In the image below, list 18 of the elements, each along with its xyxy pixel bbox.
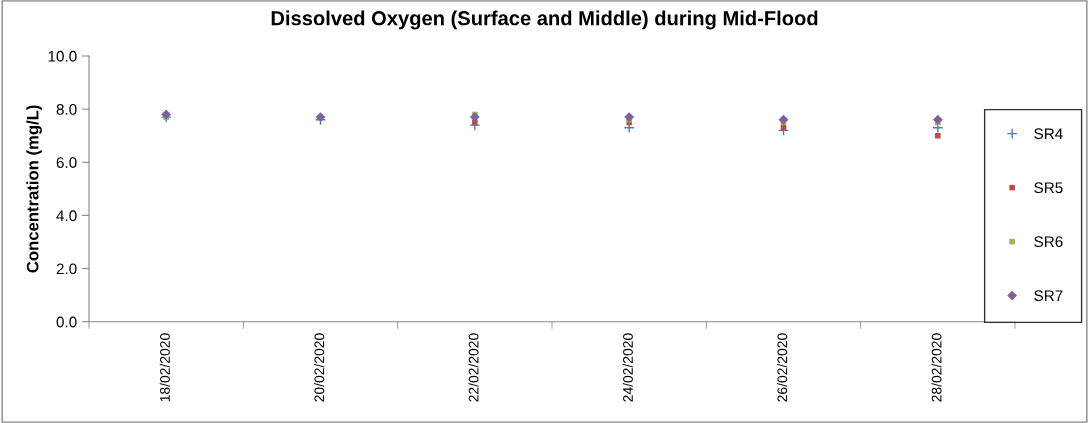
legend-label: SR6 [1034,236,1063,248]
y-tick-label: 8.0 [56,104,77,115]
x-tick-label: 26/02/2020 [777,333,788,402]
x-tick-label: 28/02/2020 [931,333,942,402]
x-tick-label: 24/02/2020 [622,333,633,402]
y-tick-label: 6.0 [56,157,77,168]
y-tick-label: 2.0 [56,263,77,275]
x-tick-label: 18/02/2020 [159,333,170,402]
legend-label: SR7 [1034,290,1063,302]
y-tick-label: 10.0 [48,50,77,62]
y-tick-label: 0.0 [56,316,77,328]
y-axis-title: Concentration (mg/L) [26,105,42,273]
legend-label: SR4 [1034,128,1063,140]
x-tick-label: 20/02/2020 [314,333,325,402]
chart-title: Dissolved Oxygen (Surface and Middle) during Mid-Flood [271,10,818,30]
y-tick-label: 4.0 [56,210,77,222]
legend-label: SR5 [1034,182,1063,194]
x-tick-label: 22/02/2020 [468,333,479,402]
